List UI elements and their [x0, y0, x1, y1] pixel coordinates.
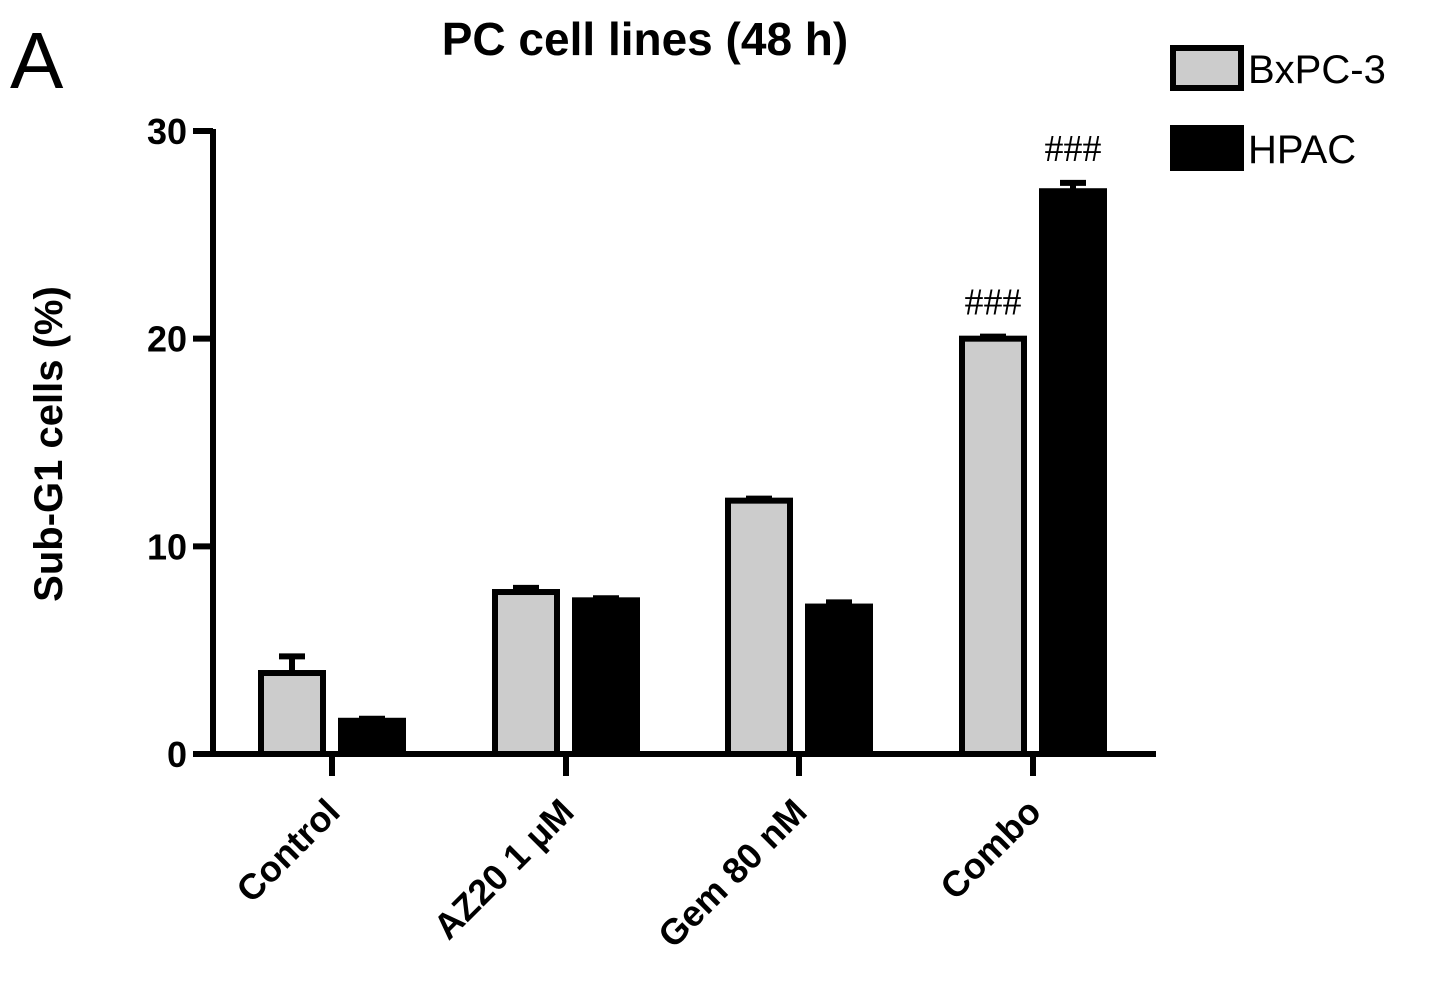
significance-annotation: ### — [1045, 128, 1102, 170]
bar-hpac — [338, 717, 406, 757]
bar-bxpc-3 — [725, 497, 793, 757]
panel-letter: A — [10, 16, 64, 105]
x-tick-label: Control — [228, 791, 347, 910]
bar-hpac — [805, 603, 873, 757]
y-axis-label: Sub-G1 cells (%) — [27, 286, 71, 602]
bars-group: ### ### — [258, 128, 1107, 758]
legend-label: BxPC-3 — [1248, 48, 1386, 92]
x-tick-label: AZ20 1 μM — [425, 791, 581, 947]
significance-annotation: ### — [965, 282, 1022, 324]
bar-hpac — [1039, 188, 1107, 757]
x-tick-label: Combo — [932, 791, 1049, 908]
bar-bxpc-3 — [258, 670, 326, 758]
x-tick-label: Gem 80 nM — [650, 791, 815, 956]
x-axis: Control AZ20 1 μM Gem 80 nM Combo — [210, 751, 1156, 956]
chart-title: PC cell lines (48 h) — [442, 13, 848, 65]
y-tick-label: 20 — [147, 319, 187, 360]
y-axis: 0 10 20 30 — [147, 111, 216, 775]
y-tick-label: 10 — [147, 526, 187, 567]
bar-bxpc-3 — [492, 589, 560, 758]
y-tick-label: 30 — [147, 111, 187, 152]
bar-hpac — [572, 597, 640, 757]
legend-label: HPAC — [1248, 128, 1356, 172]
legend: BxPC-3 HPAC — [1170, 45, 1386, 172]
y-tick-label: 0 — [167, 734, 187, 775]
legend-swatch — [1170, 125, 1244, 171]
bar-bxpc-3 — [959, 335, 1027, 757]
legend-swatch — [1170, 45, 1244, 91]
